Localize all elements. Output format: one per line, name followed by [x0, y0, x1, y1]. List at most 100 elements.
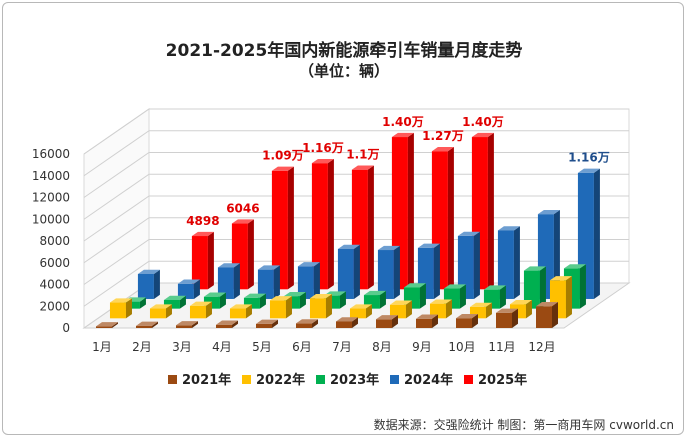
bar [536, 306, 552, 328]
bar [389, 304, 406, 319]
bar-top [96, 322, 118, 327]
bar-top [549, 276, 572, 281]
bar-top [136, 321, 158, 326]
bar-side [513, 226, 520, 299]
bar-side [445, 299, 452, 319]
bar-top [509, 299, 532, 305]
bar [349, 308, 366, 319]
bar-side [393, 245, 400, 299]
bar-side [259, 293, 266, 309]
y-tick-label: 14000 [32, 169, 70, 183]
data-source-note: 数据来源：交强险统计 制图：第一商用车网 cvworld.cn [373, 418, 674, 432]
bar [456, 318, 472, 328]
bar-side [433, 243, 440, 299]
bar-side [525, 299, 532, 319]
bar-top [283, 291, 306, 297]
chart-subtitle: （单位：辆） [298, 62, 389, 80]
bar-side [392, 315, 398, 328]
bar-side [125, 298, 132, 319]
y-tick-label: 4000 [39, 278, 70, 292]
bar-top [109, 298, 132, 303]
bar-side [365, 304, 372, 319]
legend-swatch [168, 375, 177, 384]
x-tick-label: 9月 [412, 340, 432, 354]
legend-label: 2021年 [182, 372, 231, 388]
gridline [83, 195, 629, 242]
bar-side [247, 219, 254, 290]
data-label: 1.27万 [422, 129, 464, 143]
legend-label: 2025年 [478, 372, 527, 388]
bar-top [429, 299, 452, 304]
bar [377, 250, 394, 299]
gridline [83, 152, 629, 198]
x-tick-label: 7月 [332, 340, 352, 354]
bar-side [299, 291, 306, 309]
bar-top [271, 166, 294, 171]
bar-top [137, 269, 160, 274]
bar-side [285, 296, 292, 319]
bar-top [216, 320, 238, 325]
bar-side [367, 165, 374, 290]
bar-side [207, 231, 214, 290]
y-tick-label: 16000 [32, 147, 70, 161]
bar-top [177, 279, 200, 284]
x-tick-label: 5月 [252, 340, 272, 354]
bar [457, 235, 474, 299]
bar-side [432, 314, 438, 328]
bar-top [443, 284, 466, 289]
bar-top [257, 265, 280, 270]
bar-side [407, 132, 414, 290]
data-label: 1.09万 [262, 149, 304, 163]
bar [297, 266, 314, 299]
bar-side [327, 158, 334, 290]
bar-top [163, 295, 186, 300]
bar-top [229, 304, 252, 309]
chart-title: 2021-2025年国内新能源牵引车销量月度走势 [165, 41, 523, 61]
data-label: 1.40万 [462, 115, 504, 129]
bar-side [379, 290, 386, 309]
bar-top [189, 301, 212, 306]
bar [257, 269, 274, 299]
bar-side [245, 304, 252, 319]
bar-side [353, 244, 360, 299]
gridline [83, 173, 629, 220]
bar [337, 248, 354, 299]
bar-side [219, 292, 226, 309]
bar-top [337, 244, 360, 249]
data-label: 1.16万 [568, 151, 610, 165]
y-tick-label: 2000 [39, 299, 70, 313]
bar-side [205, 301, 212, 319]
data-label: 1.1万 [346, 147, 379, 161]
bar-side [473, 231, 480, 299]
x-tick-label: 10月 [448, 340, 475, 354]
bar-side [152, 321, 158, 328]
bar-top [483, 285, 506, 290]
bar-side [233, 263, 240, 299]
y-tick-label: 12000 [32, 191, 70, 205]
x-tick-label: 8月 [372, 340, 392, 354]
bar [229, 308, 246, 319]
bar-top [203, 292, 226, 297]
bar [496, 312, 512, 328]
bar-side [179, 295, 186, 309]
bar-side [139, 297, 146, 309]
bar-side [405, 300, 412, 319]
bar-top [391, 132, 414, 138]
bar-top [176, 321, 198, 326]
bar [136, 325, 152, 328]
x-tick-label: 6月 [292, 340, 312, 354]
gridline [83, 217, 629, 264]
bar-side [272, 319, 278, 328]
bar-top [536, 302, 558, 307]
y-tick-label: 0 [62, 321, 70, 335]
bar-side [153, 269, 160, 299]
bar-top [403, 283, 426, 288]
bar-top [349, 304, 372, 309]
bar-side [593, 168, 600, 299]
bar-side [112, 322, 118, 328]
bar [416, 318, 432, 328]
bar-side [459, 284, 466, 309]
bar-side [339, 291, 346, 309]
gridline [83, 130, 629, 177]
